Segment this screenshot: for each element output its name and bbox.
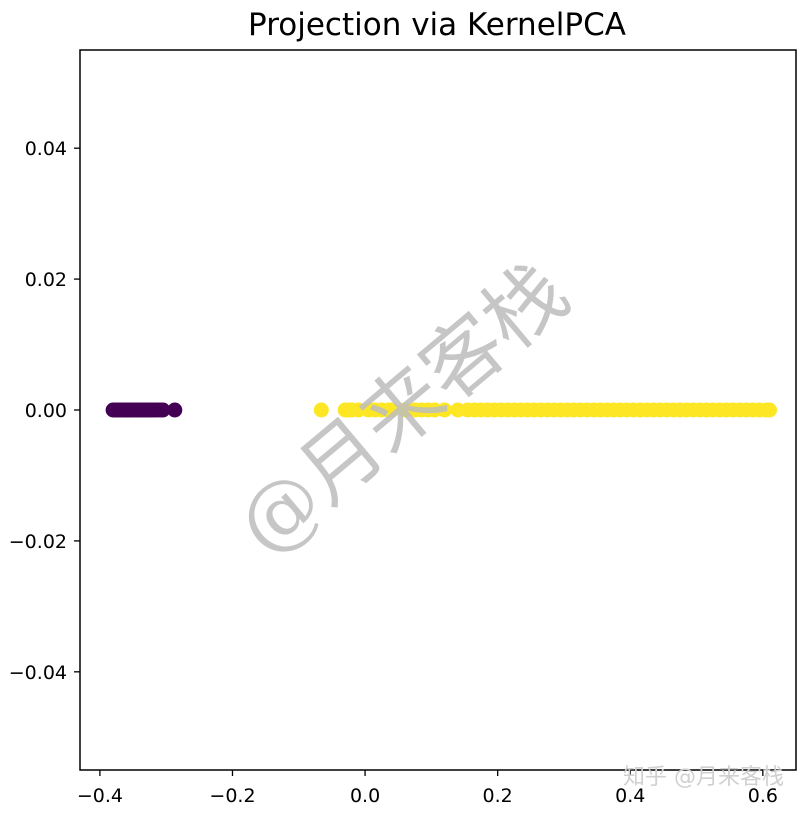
y-axis: −0.04 −0.02 0.00 0.02 0.04 (9, 138, 80, 684)
data-point (384, 402, 400, 418)
data-point (155, 402, 171, 418)
x-tick-label: 0.6 (748, 785, 778, 807)
data-point (167, 402, 183, 418)
y-tick-label: −0.02 (9, 531, 67, 553)
y-tick-label: −0.04 (9, 662, 67, 684)
x-tick-label: 0.0 (350, 785, 380, 807)
data-point (313, 402, 329, 418)
data-point (437, 402, 453, 418)
chart-title: Projection via KernelPCA (248, 7, 626, 43)
y-tick-label: 0.00 (25, 400, 67, 422)
data-point (762, 402, 777, 418)
y-tick-label: 0.02 (25, 269, 67, 291)
x-tick-label: −0.4 (77, 785, 123, 807)
x-tick-label: 0.2 (483, 785, 513, 807)
y-tick-label: 0.04 (25, 138, 67, 160)
watermark-corner: 知乎 @月来客栈 (623, 765, 784, 790)
data-points (105, 402, 777, 418)
x-axis: −0.4 −0.2 0.0 0.2 0.4 0.6 (77, 770, 778, 807)
x-tick-label: 0.4 (615, 785, 645, 807)
x-tick-label: −0.2 (209, 785, 255, 807)
